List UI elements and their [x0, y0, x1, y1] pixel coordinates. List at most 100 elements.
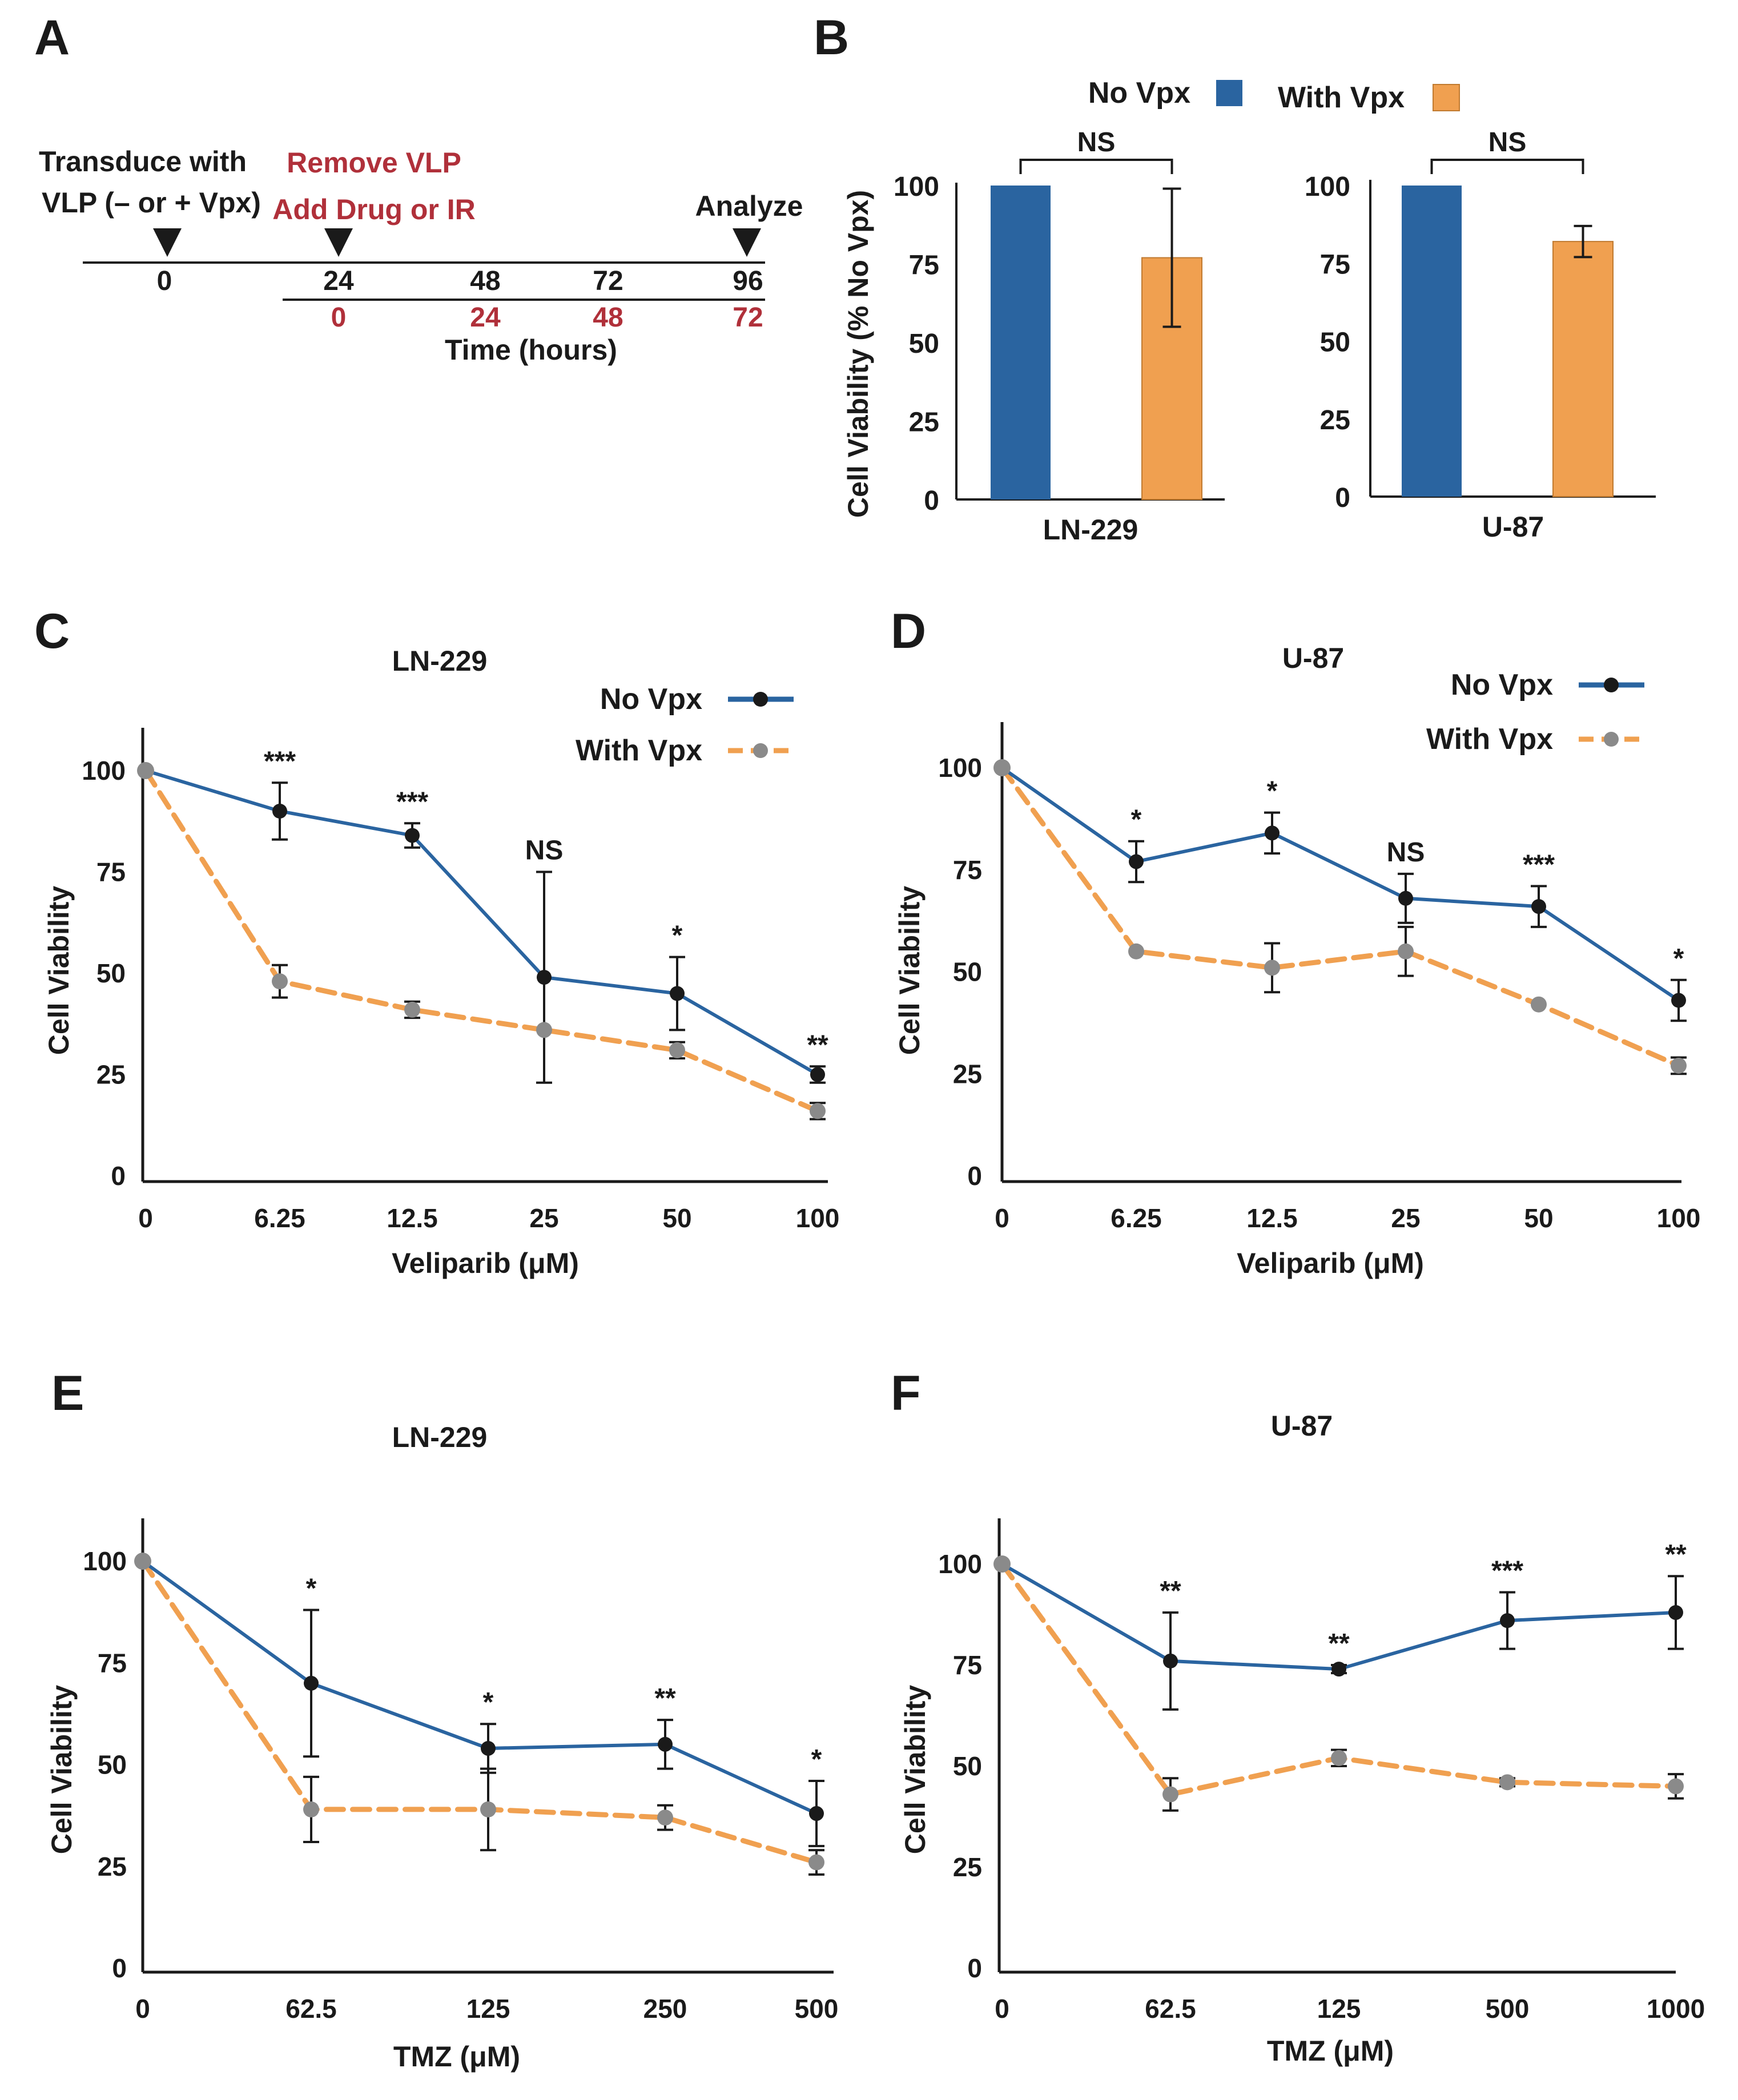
- series-line-no-vpx: [145, 769, 819, 1077]
- legend-label-with-vpx: With Vpx: [1278, 81, 1405, 114]
- significance-label: ***: [396, 787, 428, 817]
- data-point-with-vpx: [1531, 996, 1547, 1013]
- timeline-step1-line1: Transduce with: [39, 146, 247, 178]
- data-point-with-vpx: [272, 973, 288, 990]
- significance-label: *: [1267, 776, 1278, 807]
- x-tick-label: 0: [138, 1203, 153, 1233]
- data-point-with-vpx: [1398, 943, 1414, 960]
- y-tick-label: 25: [98, 1852, 127, 1881]
- significance-label: NS: [1488, 127, 1527, 158]
- data-point-with-vpx: [1162, 1786, 1178, 1803]
- timeline-step3: Analyze: [695, 190, 803, 222]
- data-point-with-vpx: [303, 1801, 319, 1817]
- y-tick-label: 75: [953, 1650, 982, 1680]
- x-tick-label: 250: [643, 1994, 687, 2024]
- y-tick-label: 75: [1320, 249, 1350, 280]
- y-tick-label: 75: [96, 857, 126, 887]
- data-point-no-vpx: [1500, 1613, 1515, 1629]
- x-axis-label: Veliparib (μM): [392, 1247, 579, 1279]
- data-point-no-vpx: [1668, 1605, 1683, 1620]
- y-tick-label: 100: [938, 753, 982, 783]
- series-line-with-vpx: [143, 768, 820, 1114]
- significance-label: **: [1328, 1629, 1350, 1659]
- legend-marker-no-vpx: [1604, 678, 1619, 692]
- x-tick-label: 125: [466, 1994, 510, 2024]
- significance-label: *: [672, 921, 683, 951]
- y-axis-label: Cell Viability: [43, 886, 75, 1055]
- y-tick-label: 75: [98, 1648, 127, 1678]
- significance-label: NS: [1077, 127, 1116, 158]
- significance-label: ***: [1523, 849, 1555, 880]
- legend-swatch-no-vpx: [1216, 80, 1242, 106]
- bar-chart-panel: No Vpx With Vpx Cell Viability (% No Vpx) 1…: [842, 76, 1656, 546]
- data-point-no-vpx: [1531, 899, 1546, 914]
- panel-letter-f: F: [891, 1366, 921, 1421]
- x-tick-label: 1000: [1647, 1994, 1705, 2024]
- x-axis-label: Veliparib (μM): [1237, 1247, 1424, 1279]
- data-point-with-vpx: [404, 1001, 420, 1018]
- y-tick-label: 50: [953, 957, 982, 987]
- line-chart-u87-veliparib: 100 75 50 25 00 6.25 12.5 25 50 100 Veliparib (μM)…: [894, 642, 1700, 1279]
- panel-letter-a: A: [34, 10, 70, 65]
- line-chart-u87-tmz: 100 75 50 25 00 62.5 125 500 1000 TMZ (μM) Cell Vi…: [899, 1410, 1705, 2067]
- panel-letter-b: B: [814, 10, 849, 65]
- data-point-with-vpx: [657, 1809, 673, 1826]
- data-point-no-vpx: [1398, 890, 1413, 906]
- data-point-with-vpx: [808, 1854, 824, 1871]
- bar-no-vpx: [1402, 186, 1462, 497]
- bar-no-vpx: [991, 186, 1051, 499]
- data-point-no-vpx: [1129, 854, 1144, 869]
- data-point-with-vpx: [480, 1801, 496, 1817]
- data-point-with-vpx: [1264, 960, 1280, 976]
- timeline-top-tick: 24: [323, 266, 354, 296]
- data-point-with-vpx: [1499, 1774, 1515, 1791]
- significance-label: **: [654, 1683, 676, 1714]
- significance-label: ***: [264, 746, 296, 776]
- y-tick-label: 0: [924, 486, 939, 516]
- data-point-no-vpx: [405, 828, 420, 843]
- y-axis-label: Cell Viability: [46, 1685, 78, 1855]
- x-tick-label: 500: [795, 1994, 839, 2024]
- y-axis-label: Cell Viability (% No Vpx): [842, 190, 874, 518]
- y-tick-label: 75: [953, 855, 982, 885]
- data-point-with-vpx: [536, 1022, 552, 1038]
- x-tick-label: 0: [995, 1203, 1009, 1233]
- x-axis-label: TMZ (μM): [1267, 2035, 1394, 2067]
- data-point-no-vpx: [809, 1806, 824, 1821]
- x-tick-label: 0: [135, 1994, 150, 2024]
- timeline-xlabel: Time (hours): [445, 334, 617, 366]
- timeline-top-tick: 96: [733, 266, 763, 296]
- data-point-no-vpx: [810, 1067, 825, 1082]
- y-tick-label: 25: [1320, 405, 1350, 436]
- significance-label: **: [1665, 1539, 1687, 1570]
- legend-label-with-vpx: With Vpx: [576, 734, 702, 767]
- x-tick-label: 0: [995, 1994, 1009, 2024]
- legend-label-no-vpx: No Vpx: [1451, 668, 1553, 702]
- y-tick-label: 50: [953, 1751, 982, 1781]
- legend-label-with-vpx: With Vpx: [1426, 723, 1553, 756]
- y-tick-label: 50: [96, 958, 126, 988]
- triangle-marker-icon: [733, 228, 761, 257]
- line-chart-ln229-veliparib: 100 75 50 25 00 6.25 12.5 25 50 100 Veliparib (μM)…: [43, 645, 839, 1279]
- x-tick-label: 62.5: [285, 1994, 337, 2024]
- x-tick-label: 100: [796, 1203, 840, 1233]
- data-point-no-vpx: [1265, 825, 1280, 841]
- x-tick-label: 6.25: [1111, 1203, 1162, 1233]
- timeline-bottom-tick: 72: [733, 303, 763, 333]
- y-tick-label: 100: [82, 756, 126, 785]
- data-point-with-vpx: [810, 1103, 826, 1119]
- y-tick-label: 0: [111, 1161, 126, 1191]
- timeline-top-tick: 72: [593, 266, 623, 296]
- y-tick-label: 0: [967, 1161, 982, 1191]
- significance-label: NS: [525, 836, 564, 866]
- data-point-with-vpx: [1331, 1750, 1347, 1766]
- x-tick-label: 6.25: [254, 1203, 305, 1233]
- x-tick-label: 500: [1486, 1994, 1530, 2024]
- significance-label: *: [483, 1687, 494, 1718]
- series-line-no-vpx: [142, 1559, 818, 1815]
- y-tick-label: 0: [967, 1953, 982, 1983]
- significance-label: ***: [1491, 1556, 1523, 1586]
- y-tick-label: 25: [909, 408, 939, 438]
- panel-letter-c: C: [34, 604, 70, 659]
